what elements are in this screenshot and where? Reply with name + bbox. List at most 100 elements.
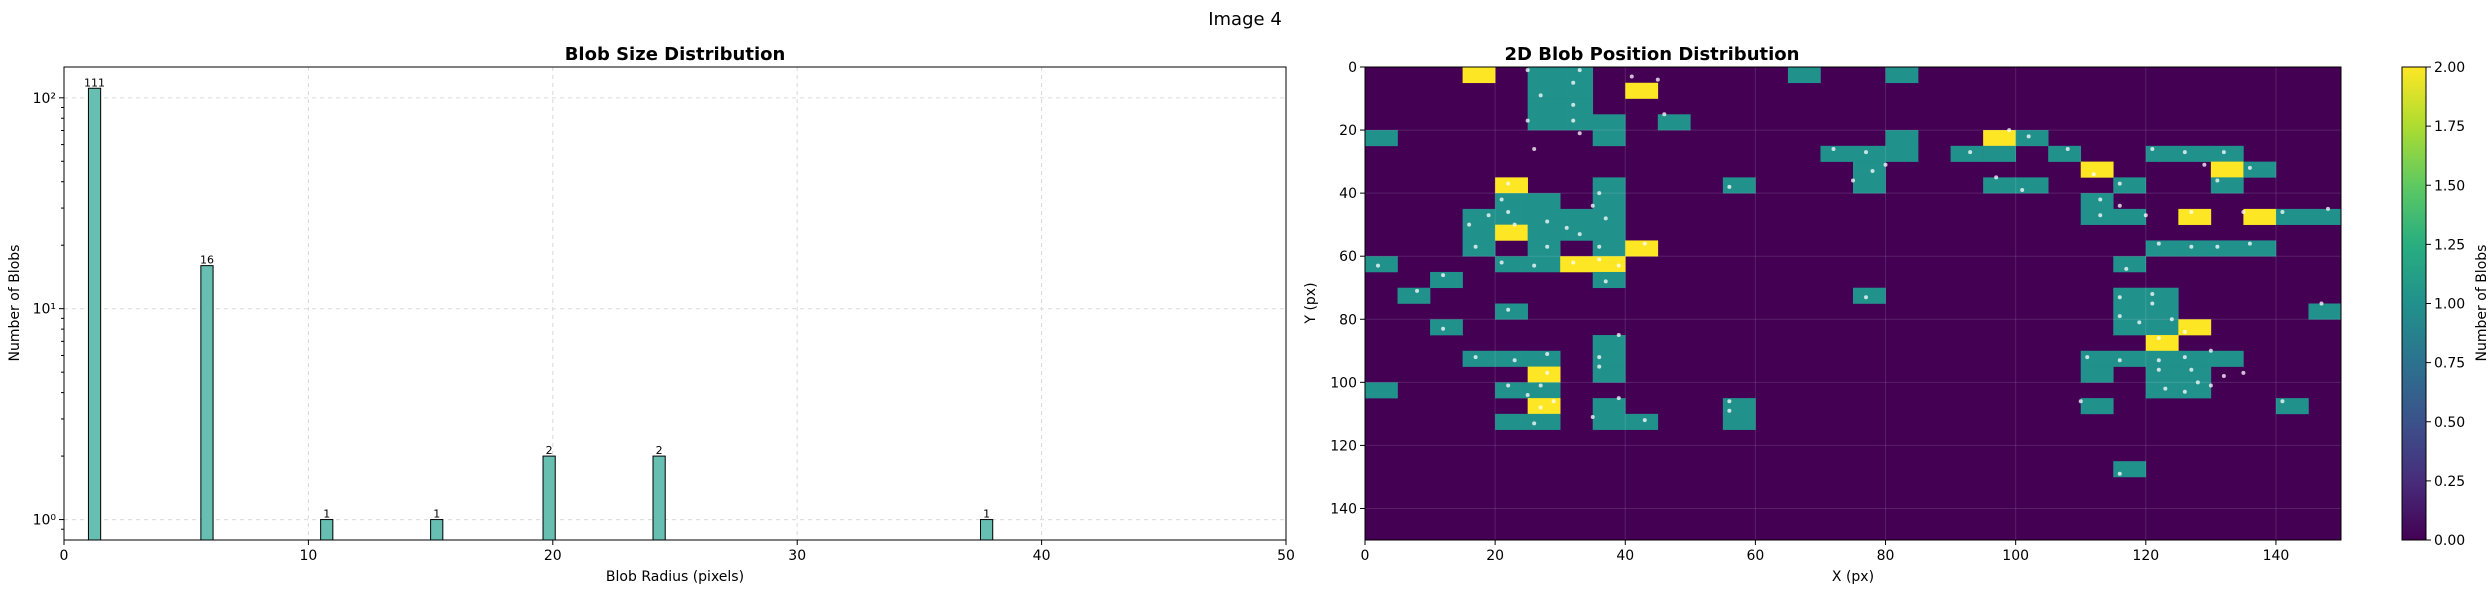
heatmap-cell [2178, 145, 2212, 162]
blob-size-xtick-label: 10 [299, 548, 317, 564]
heatmap-cell [1527, 366, 1561, 383]
heatmap-point [2221, 150, 2226, 155]
heatmap-point [1545, 219, 1550, 224]
heatmap-cell [1365, 382, 1398, 399]
heatmap-point [2247, 241, 2252, 246]
heatmap-ytick-label: 0 [1348, 60, 1357, 76]
colorbar-tick-label: 1.50 [2434, 178, 2465, 194]
heatmap-cell [2145, 319, 2179, 336]
heatmap-ytick-label: 20 [1339, 123, 1357, 139]
heatmap-point [2065, 146, 2070, 151]
blob-size-chart: Blob Size Distribution 111 16 1 1 2 2 1 0 10 20 3… [7, 44, 1295, 585]
blob-size-xtick-label: 40 [1033, 548, 1051, 564]
heatmap-cell [2210, 350, 2244, 367]
heatmap-cell [1853, 161, 1886, 178]
heatmap-point [2208, 348, 2213, 353]
heatmap-cell [1527, 382, 1561, 399]
heatmap-point [1864, 295, 1869, 300]
heatmap-point [1616, 333, 1621, 338]
heatmap-point [2137, 320, 2142, 325]
heatmap-point [1642, 241, 1647, 246]
heatmap-point [1571, 118, 1576, 123]
heatmap-cell [2080, 193, 2114, 210]
heatmap-point [1467, 222, 1472, 227]
heatmap-point [1506, 307, 1511, 312]
heatmap-cell [1527, 413, 1561, 430]
heatmap-xtick-label: 20 [1486, 548, 1504, 564]
heatmap-ytick-label: 120 [1330, 438, 1357, 454]
blob-size-bar-label: 1 [433, 508, 440, 521]
heatmap-cell [2113, 256, 2147, 273]
heatmap-cell [2113, 319, 2147, 336]
heatmap-cell [1592, 224, 1626, 241]
heatmap-cell [1462, 350, 1496, 367]
heatmap-point [1525, 118, 1530, 123]
heatmap-cell [1495, 208, 1528, 225]
heatmap-point [2156, 358, 2161, 363]
heatmap-cell [1853, 145, 1886, 162]
heatmap-point [2098, 197, 2103, 202]
heatmap-point [1532, 421, 1537, 426]
heatmap-point [2117, 471, 2122, 476]
heatmap-point [1629, 74, 1634, 79]
heatmap-cell [1592, 350, 1626, 367]
heatmap-point [1577, 68, 1582, 73]
heatmap-point [2221, 374, 2226, 379]
blob-size-xlabel: Blob Radius (pixels) [606, 569, 744, 585]
heatmap-cell [1592, 177, 1626, 194]
heatmap-point [2325, 206, 2330, 211]
blob-size-bar-label: 111 [84, 76, 105, 89]
heatmap-cell [1592, 271, 1626, 289]
heatmap-cell [2080, 350, 2114, 367]
heatmap-cell [1983, 130, 2016, 147]
heatmap-cell [2178, 382, 2212, 399]
heatmap-point [2202, 162, 2207, 167]
heatmap-point [1727, 408, 1732, 413]
heatmap-cell [1462, 67, 1496, 84]
heatmap-ylabel: Y (px) [1303, 282, 1319, 324]
heatmap-cell [1787, 67, 1821, 84]
heatmap-point [1525, 392, 1530, 397]
heatmap-point [1968, 150, 1973, 155]
blob-size-bar-label: 1 [983, 508, 990, 521]
blob-size-bar [980, 519, 994, 541]
heatmap-cell [1560, 82, 1594, 99]
heatmap-cell [1592, 114, 1626, 131]
heatmap-cell [1462, 224, 1496, 241]
heatmap-cell [1560, 67, 1594, 84]
heatmap-cell [2080, 398, 2114, 415]
heatmap-cell [1592, 208, 1626, 225]
heatmap-axes-frame [1364, 66, 2342, 541]
heatmap-cell [2243, 208, 2277, 225]
heatmap-cell [1495, 177, 1528, 194]
heatmap-cell [1722, 177, 1756, 194]
heatmap-cell [1365, 130, 1398, 147]
heatmap-point [2117, 203, 2122, 208]
heatmap-point [1564, 225, 1569, 230]
heatmap-point [2208, 383, 2213, 388]
heatmap-point [2007, 128, 2012, 133]
heatmap-point [1616, 263, 1621, 268]
heatmap-ytick-label: 140 [1330, 501, 1357, 517]
heatmap-cell [1527, 208, 1561, 225]
heatmap-point [1597, 191, 1602, 196]
heatmap-point [1727, 184, 1732, 189]
heatmap-cell [1820, 145, 1854, 162]
heatmap-cell [1495, 382, 1528, 399]
heatmap-cell [2113, 287, 2147, 304]
heatmap-point [2215, 244, 2220, 249]
heatmap-point [1603, 216, 1608, 221]
blob-size-xtick-label: 50 [1277, 548, 1295, 564]
heatmap-cell [1365, 256, 1398, 273]
heatmap-point [2124, 266, 2129, 271]
heatmap-cell [1495, 224, 1528, 241]
heatmap-point [1506, 383, 1511, 388]
blob-size-xtick-label: 30 [788, 548, 806, 564]
heatmap-point [2241, 370, 2246, 375]
heatmap-point [1499, 260, 1504, 265]
heatmap-cell [1885, 67, 1919, 84]
blob-size-bar [652, 455, 666, 541]
blob-size-ytick-label: 10⁰ [33, 513, 57, 529]
heatmap-point [2150, 292, 2155, 297]
heatmap-point [2182, 150, 2187, 155]
